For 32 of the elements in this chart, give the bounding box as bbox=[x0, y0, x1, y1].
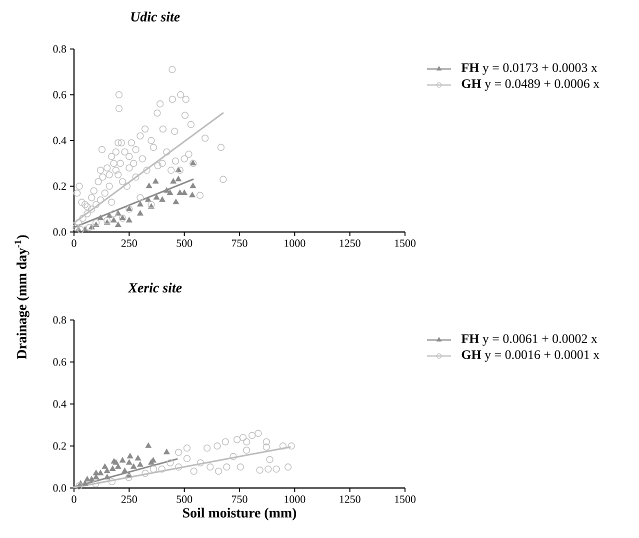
y-tick-label: 0.6 bbox=[53, 358, 66, 366]
chart-title: Xeric site bbox=[128, 282, 182, 293]
y-tick-label: 0.2 bbox=[53, 442, 66, 450]
legend-label: FH y = 0.0061 + 0.0002 x bbox=[461, 334, 598, 346]
legend-label: GH y = 0.0489 + 0.0006 x bbox=[462, 79, 600, 91]
x-tick-label: 750 bbox=[232, 240, 248, 247]
y-tick-label: 0.8 bbox=[53, 45, 66, 53]
legend-label: FH y = 0.0173 + 0.0003 x bbox=[461, 63, 598, 75]
y-tick-label: 0.8 bbox=[53, 316, 66, 324]
x-tick-label: 500 bbox=[176, 496, 192, 503]
y-tick-label: 0.6 bbox=[53, 91, 66, 98]
y-tick-label: 0.0 bbox=[53, 484, 66, 492]
x-tick-label: 1250 bbox=[340, 240, 360, 247]
x-axis-title: Soil moisture (mm) bbox=[183, 508, 296, 520]
y-tick-label: 0.0 bbox=[53, 228, 66, 236]
x-tick-label: 1500 bbox=[395, 240, 416, 247]
x-tick-label: 250 bbox=[121, 496, 137, 503]
y-axis-title: Drainage (mm day$^{-1}$) bbox=[14, 235, 30, 360]
legend-label: GH y = 0.0016 + 0.0001 x bbox=[462, 350, 600, 362]
y-tick-label: 0.4 bbox=[53, 136, 66, 144]
x-tick-label: 0 bbox=[72, 240, 76, 247]
x-tick-label: 1000 bbox=[284, 496, 306, 503]
y-tick-label: 0.4 bbox=[53, 400, 66, 408]
x-tick-label: 1000 bbox=[284, 240, 306, 247]
x-tick-label: 0 bbox=[72, 496, 76, 503]
x-tick-label: 250 bbox=[121, 240, 137, 247]
x-tick-label: 1500 bbox=[395, 496, 416, 503]
x-tick-label: 500 bbox=[176, 240, 192, 247]
y-tick-label: 0.2 bbox=[53, 182, 66, 190]
chart-title: Udic site bbox=[131, 12, 180, 22]
x-tick-label: 1250 bbox=[340, 496, 360, 503]
x-tick-label: 750 bbox=[232, 496, 248, 503]
